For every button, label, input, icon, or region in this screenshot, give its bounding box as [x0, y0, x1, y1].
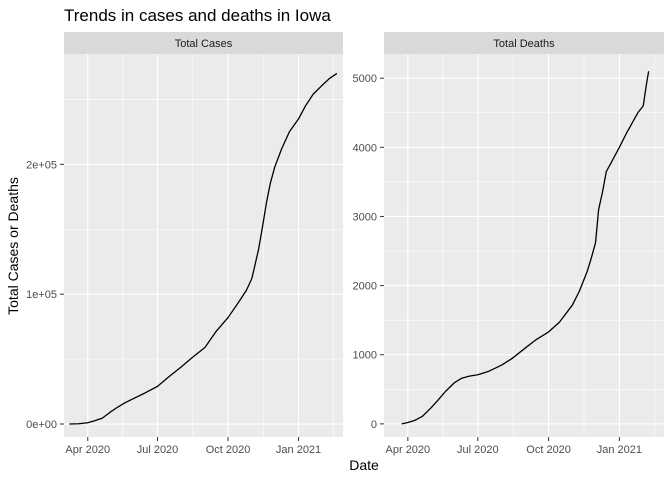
- panel-total-cases: Total Cases Apr 2020 Jul 2020 Oct 2020 Jan 2…: [26, 32, 343, 456]
- x-tick-label-cases: Jul 2020: [137, 444, 179, 456]
- panel-strip-deaths: [384, 32, 664, 54]
- series-line-deaths: [401, 71, 650, 425]
- y-tick-label-deaths: 2000: [353, 281, 377, 293]
- panel-background-cases: [64, 54, 343, 437]
- x-tick-label-deaths: Apr 2020: [386, 444, 431, 456]
- x-tick-label-deaths: Jan 2021: [597, 444, 642, 456]
- panel-background-deaths: [384, 54, 664, 437]
- y-tick-label-cases: 1e+05: [26, 289, 57, 301]
- x-tick-label-cases: Oct 2020: [206, 444, 251, 456]
- y-tick-label-deaths: 3000: [353, 211, 377, 223]
- y-tick-label-deaths: 4000: [353, 142, 377, 154]
- x-axis-title: Date: [349, 457, 379, 473]
- y-tick-label-deaths: 1000: [353, 350, 377, 362]
- x-tick-label-cases: Apr 2020: [65, 444, 110, 456]
- y-tick-label-deaths: 0: [371, 419, 377, 431]
- x-tick-label-cases: Jan 2021: [276, 444, 321, 456]
- y-axis-title: Total Cases or Deaths: [5, 177, 21, 315]
- series-line-cases: [69, 72, 338, 425]
- x-tick-label-deaths: Jul 2020: [457, 444, 499, 456]
- panel-strip-label-cases: Total Cases: [175, 38, 233, 50]
- y-tick-label-cases: 2e+05: [26, 159, 57, 171]
- panel-strip-cases: [64, 32, 343, 54]
- x-tick-label-deaths: Oct 2020: [526, 444, 571, 456]
- panel-strip-label-deaths: Total Deaths: [493, 38, 555, 50]
- y-tick-label-deaths: 5000: [353, 73, 377, 85]
- chart-title: Trends in cases and deaths in Iowa: [64, 6, 331, 25]
- y-tick-label-cases: 0e+00: [26, 419, 57, 431]
- panel-total-deaths: Total Deaths Apr 2020 Jul 2020 Oct 2020 Jan …: [353, 32, 664, 456]
